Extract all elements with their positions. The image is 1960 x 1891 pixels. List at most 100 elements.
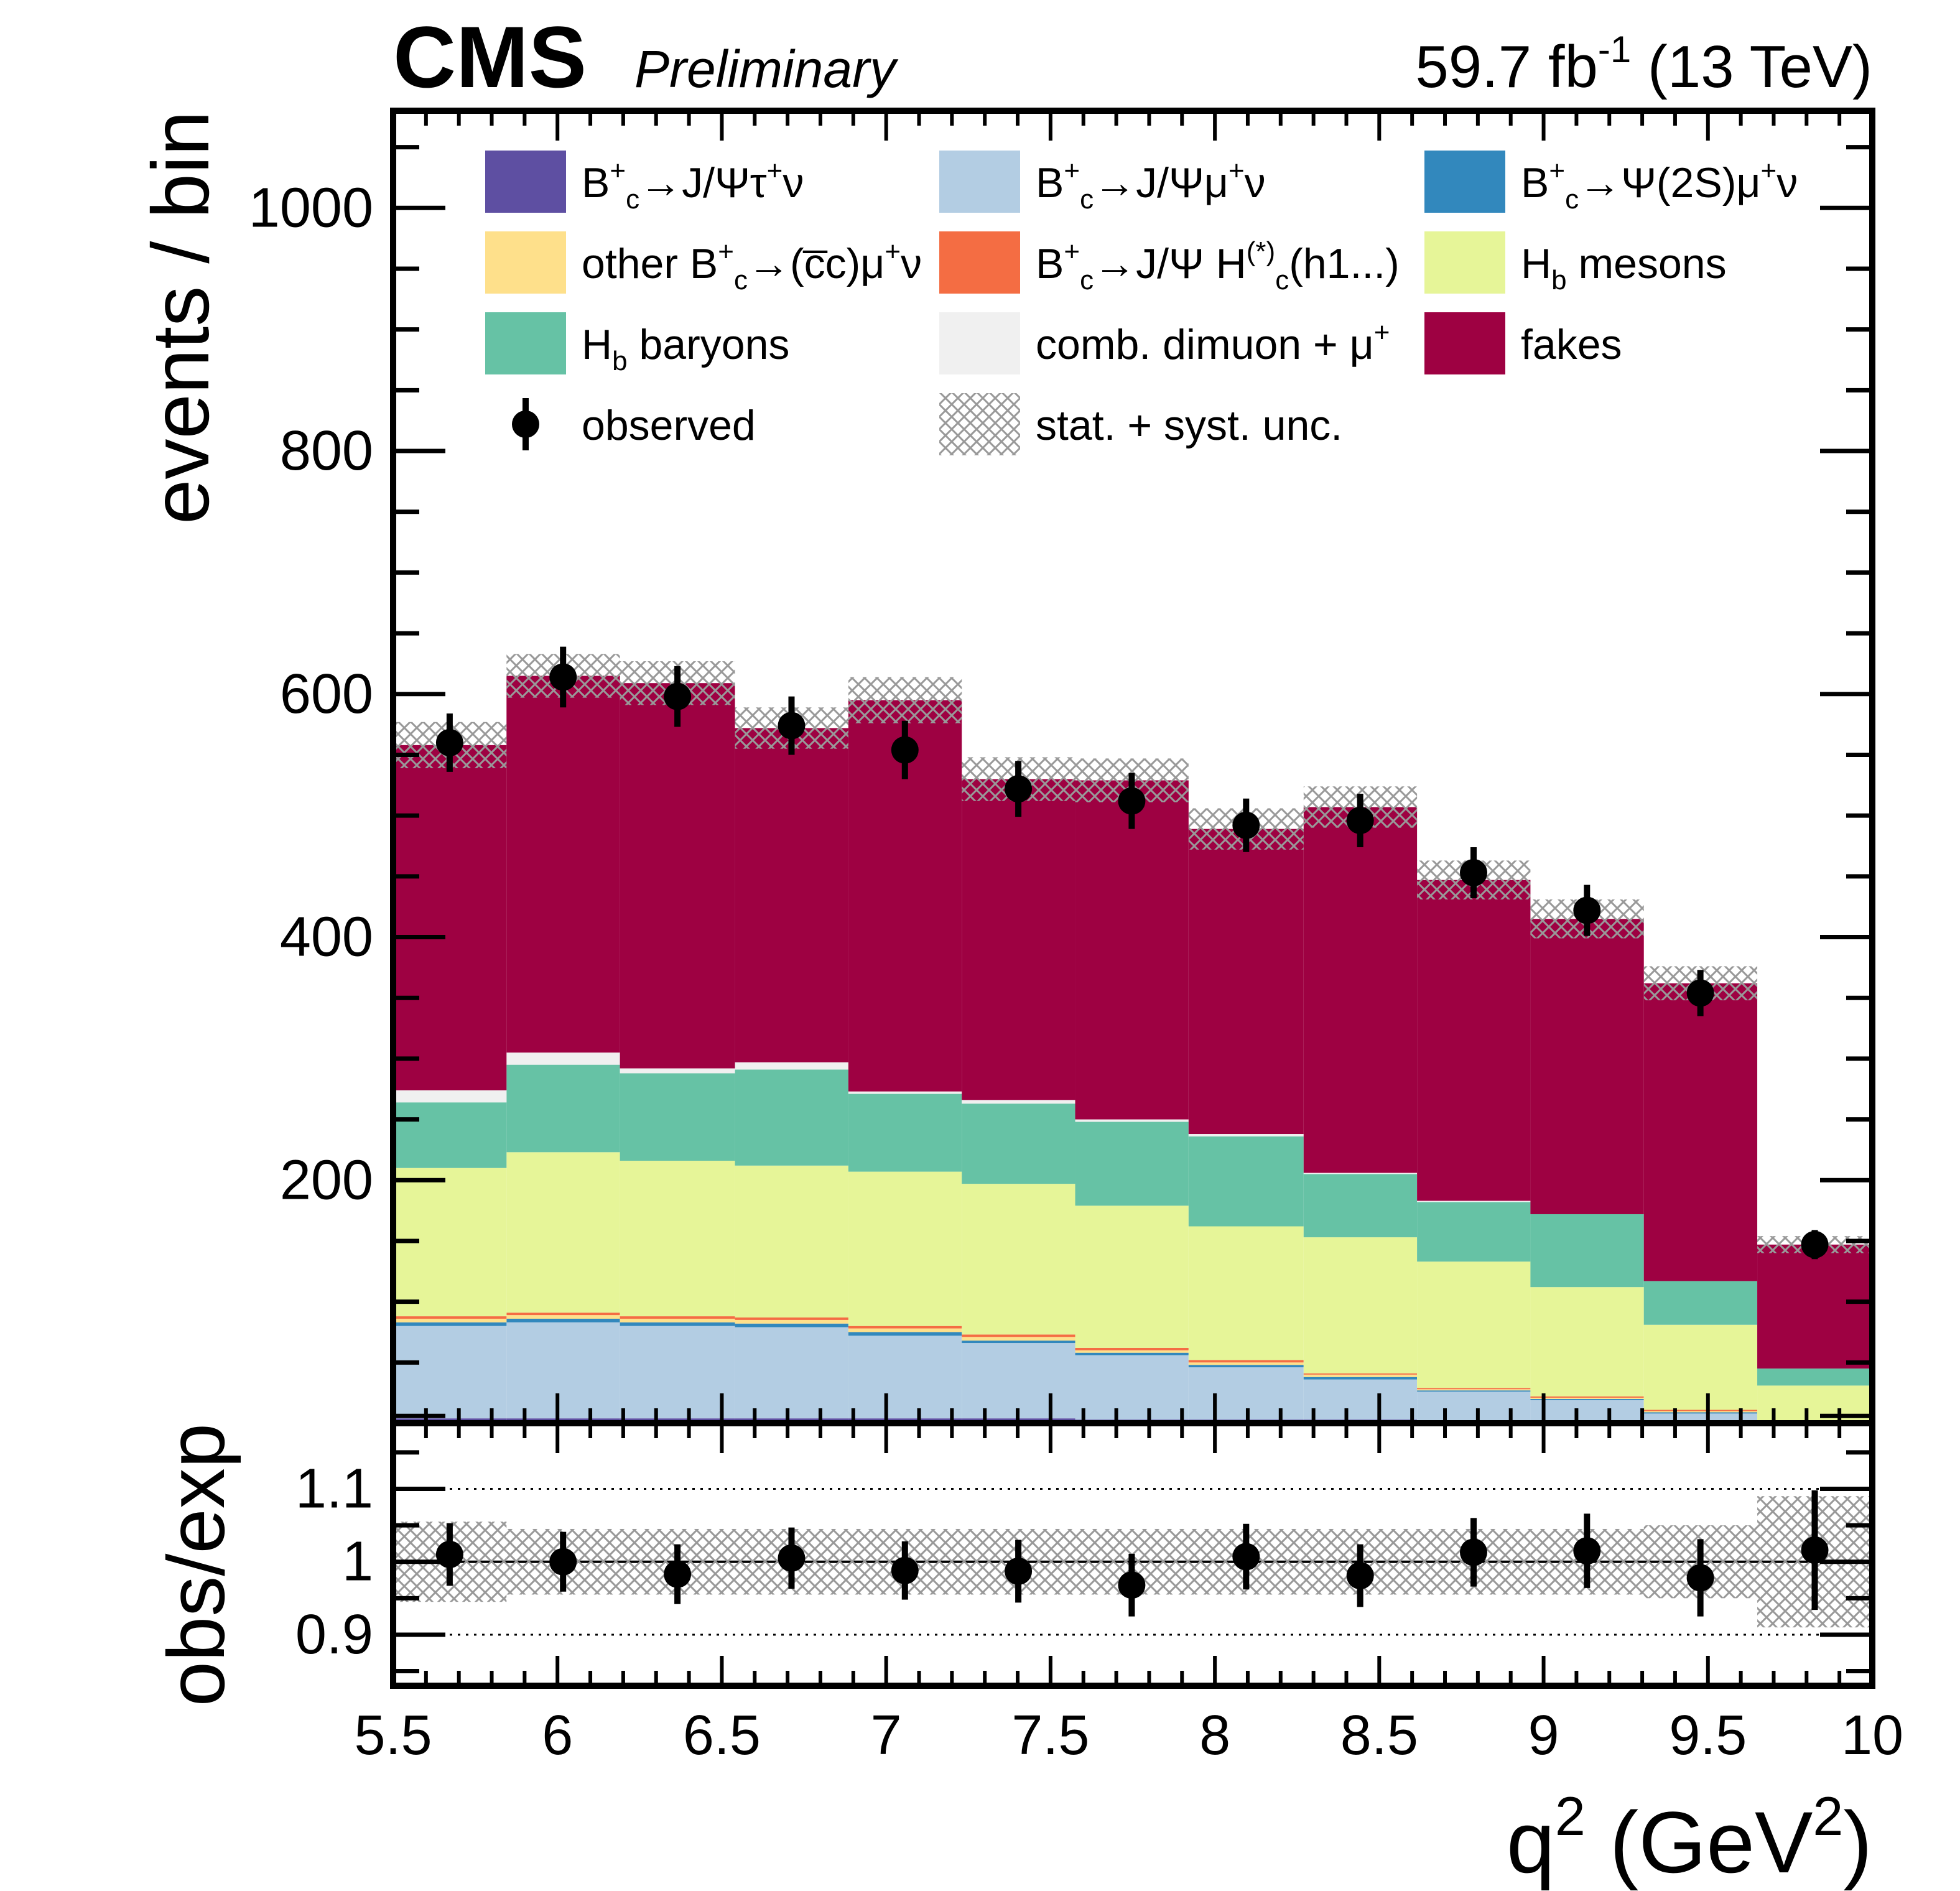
- bar-Hb baryons-bin0: [393, 1102, 507, 1168]
- bar-comb. dimuon + μ+-bin5: [962, 1100, 1075, 1104]
- bar-fakes-bin12: [1757, 1244, 1872, 1369]
- bar-Bc+→J/Ψ Hc(*)(h1...)-bin5: [962, 1334, 1075, 1337]
- x-tick-label-10: 10: [1841, 1704, 1903, 1767]
- bar-Bc+→Ψ(2S)μ+ν-bin10: [1530, 1398, 1644, 1400]
- legend-swatch-unc: [939, 393, 1020, 455]
- bar-Bc+→J/Ψ Hc(*)(h1...)-bin10: [1530, 1396, 1644, 1398]
- ratio-point-2: [664, 1560, 692, 1588]
- legend-text-part: H: [1521, 240, 1551, 287]
- bar-other Bc+→(c̅c)μ+ν-bin1: [506, 1315, 620, 1319]
- bar-Bc+→J/Ψμ+ν-bin11: [1643, 1413, 1758, 1423]
- bar-Bc+→J/Ψμ+ν-bin9: [1417, 1392, 1531, 1421]
- legend-text-part: +: [1374, 317, 1390, 348]
- bar-Hb mesons-bin11: [1643, 1324, 1758, 1410]
- ratio-panel-frame: [390, 1420, 1875, 1689]
- bar-Bc+→Ψ(2S)μ+ν-bin6: [1075, 1352, 1189, 1355]
- legend-text-part: observed: [582, 402, 756, 449]
- bar-other Bc+→(c̅c)μ+ν-bin9: [1417, 1389, 1531, 1391]
- bar-comb. dimuon + μ+-bin7: [1188, 1134, 1304, 1136]
- legend-text-part: B: [1036, 240, 1064, 287]
- y-tick-label-1000: 1000: [249, 177, 373, 239]
- bar-other Bc+→(c̅c)μ+ν-bin5: [962, 1337, 1075, 1341]
- ratio-point-12: [1801, 1536, 1829, 1564]
- bar-Bc+→J/Ψ Hc(*)(h1...)-bin1: [506, 1313, 620, 1316]
- legend-text-part: ν: [1777, 159, 1798, 207]
- bar-Hb baryons-bin2: [620, 1073, 735, 1161]
- legend-label-bc_psi2s_mu: B+c→Ψ(2S)μ+ν: [1521, 156, 1798, 215]
- bar-Bc+→J/Ψ Hc(*)(h1...)-bin3: [735, 1317, 848, 1320]
- legend-text-part: (*): [1247, 236, 1275, 267]
- bar-fakes-bin3: [735, 728, 848, 1062]
- energy-label: (13 TeV): [1631, 34, 1872, 100]
- y-axis-label-ratio: obs/exp: [151, 1423, 241, 1706]
- bar-Hb mesons-bin1: [506, 1152, 620, 1313]
- legend-label-observed: observed: [582, 402, 756, 449]
- bar-Bc+→Ψ(2S)μ+ν-bin5: [962, 1340, 1075, 1344]
- data-point-8: [1346, 806, 1374, 834]
- legend-swatch-bc_jpsi_mu: [939, 151, 1020, 213]
- bar-Bc+→J/Ψμ+ν-bin1: [506, 1322, 620, 1419]
- legend-text-part: +: [718, 236, 734, 267]
- bar-Hb mesons-bin5: [962, 1184, 1075, 1335]
- ratio-point-5: [1005, 1557, 1033, 1585]
- bar-Bc+→J/Ψμ+ν-bin10: [1530, 1400, 1644, 1421]
- bar-other Bc+→(c̅c)μ+ν-bin2: [620, 1318, 735, 1322]
- ratio-point-10: [1573, 1537, 1601, 1565]
- legend-swatch-bc_jpsi_hc: [939, 231, 1020, 294]
- legend-text-part: →J/Ψ H: [1094, 240, 1247, 287]
- x-tick-label-9.5: 9.5: [1669, 1704, 1747, 1767]
- ratio-point-1: [549, 1548, 577, 1576]
- legend-text-part: stat. + syst. unc.: [1036, 402, 1342, 449]
- ratio-point-11: [1686, 1564, 1714, 1592]
- legend-text-part: other B: [582, 240, 718, 287]
- legend-text-part: →(c̅c)μ: [748, 240, 885, 287]
- ratio-tick-label-1.1: 1.1: [295, 1458, 373, 1520]
- bar-other Bc+→(c̅c)μ+ν-bin11: [1643, 1411, 1758, 1413]
- legend-label-hb_mesons: Hb mesons: [1521, 240, 1727, 295]
- bar-other Bc+→(c̅c)μ+ν-bin8: [1303, 1374, 1418, 1377]
- bar-other Bc+→(c̅c)μ+ν-bin10: [1530, 1397, 1644, 1399]
- legend-text-part: →Ψ(2S)μ: [1579, 159, 1760, 207]
- cms-label: CMS: [393, 8, 587, 106]
- bar-fakes-bin5: [962, 779, 1075, 1100]
- bar-Bc+→Ψ(2S)μ+ν-bin8: [1303, 1377, 1418, 1380]
- bar-Bc+→J/Ψμ+ν-bin8: [1303, 1379, 1418, 1420]
- bar-comb. dimuon + μ+-bin4: [848, 1091, 962, 1094]
- bar-fakes-bin1: [506, 676, 620, 1053]
- bar-Bc+→J/Ψμ+ν-bin6: [1075, 1355, 1189, 1420]
- lumi-label: 59.7 fb-1 (13 TeV): [1415, 29, 1872, 100]
- legend-label-bc_jpsi_tau: B+c→J/Ψτ+ν: [582, 156, 804, 215]
- data-point-9: [1459, 858, 1487, 886]
- unc-band-bin4: [848, 677, 962, 723]
- bar-Hb mesons-bin6: [1075, 1206, 1189, 1348]
- bar-Bc+→J/Ψμ+ν-bin5: [962, 1343, 1075, 1419]
- legend-text-part: c: [1275, 265, 1289, 295]
- bar-fakes-bin9: [1417, 880, 1531, 1201]
- x-tick-label-7.5: 7.5: [1011, 1704, 1089, 1767]
- bar-Bc+→J/Ψμ+ν-bin0: [393, 1326, 507, 1419]
- bar-Bc+→J/Ψμ+ν-bin3: [735, 1327, 848, 1419]
- legend-text-part: c: [1565, 184, 1579, 215]
- legend-text-part: +: [1761, 156, 1777, 186]
- legend-text-part: c: [1080, 265, 1094, 295]
- legend-swatch-bc_psi2s_mu: [1424, 151, 1505, 213]
- legend-label-bc_jpsi_mu: B+c→J/Ψμ+ν: [1036, 156, 1266, 215]
- x-tick-label-6: 6: [542, 1704, 573, 1767]
- bar-comb. dimuon + μ+-bin9: [1417, 1201, 1531, 1202]
- lumi-value: 59.7 fb: [1415, 34, 1598, 100]
- data-point-10: [1573, 896, 1601, 924]
- x-label-q: q: [1507, 1793, 1555, 1891]
- legend-text-part: +: [885, 236, 901, 267]
- bar-Hb baryons-bin8: [1303, 1174, 1418, 1238]
- legend-text-part: c: [626, 184, 639, 215]
- bar-Hb mesons-bin4: [848, 1171, 962, 1326]
- legend-text-part: +: [1549, 156, 1565, 186]
- legend-swatch-other_bc: [485, 231, 566, 294]
- bar-Hb baryons-bin3: [735, 1069, 848, 1166]
- bar-comb. dimuon + μ+-bin6: [1075, 1119, 1189, 1122]
- stacked-histogram: [393, 676, 1872, 1423]
- legend-text-part: B: [582, 159, 610, 207]
- preliminary-label: Preliminary: [634, 40, 899, 98]
- bar-Bc+→Ψ(2S)μ+ν-bin9: [1417, 1390, 1531, 1392]
- legend-text-part: (h1...): [1289, 240, 1400, 287]
